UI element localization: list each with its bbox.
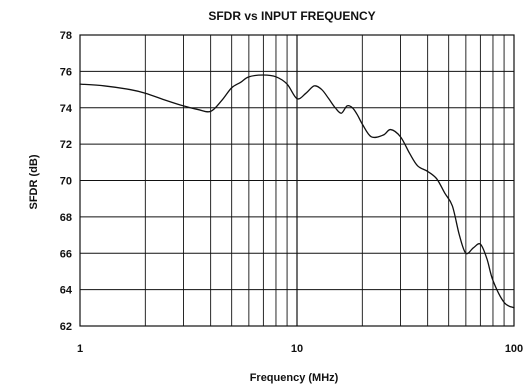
y-axis-tick-labels: 62 64 66 68 70 72 74 76 78 — [60, 30, 73, 333]
x-axis-label: Frequency (MHz) — [250, 372, 339, 384]
y-axis-label: SFDR (dB) — [28, 154, 40, 209]
y-tick-label: 64 — [60, 285, 73, 297]
chart-title: SFDR vs INPUT FREQUENCY — [208, 9, 375, 23]
y-tick-label: 72 — [60, 139, 72, 151]
grid-lines — [80, 35, 514, 326]
x-tick-label: 10 — [291, 343, 303, 355]
x-tick-label: 100 — [505, 343, 523, 355]
y-tick-label: 78 — [60, 30, 72, 42]
y-tick-label: 62 — [60, 321, 72, 333]
x-axis-tick-labels: 1 10 100 — [77, 343, 523, 355]
y-tick-label: 66 — [60, 248, 72, 260]
y-tick-label: 70 — [60, 176, 72, 188]
y-tick-label: 76 — [60, 66, 72, 78]
y-tick-label: 74 — [60, 103, 73, 115]
series-line-sfdr — [79, 74, 515, 309]
plot-frame — [79, 34, 515, 327]
x-tick-label: 1 — [77, 343, 83, 355]
y-tick-label: 68 — [60, 212, 72, 224]
